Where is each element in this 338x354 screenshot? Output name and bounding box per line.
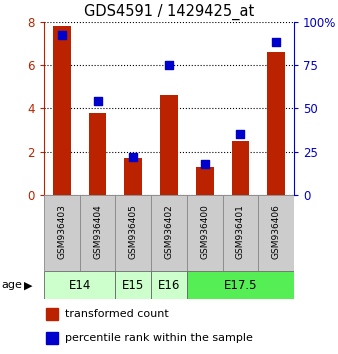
Text: percentile rank within the sample: percentile rank within the sample <box>65 333 253 343</box>
Bar <box>124 158 142 195</box>
Bar <box>151 271 187 299</box>
Point <box>95 98 100 104</box>
Bar <box>115 271 151 299</box>
Bar <box>46 308 58 320</box>
Text: GSM936402: GSM936402 <box>165 204 173 259</box>
Text: GSM936400: GSM936400 <box>200 204 209 259</box>
Text: ▶: ▶ <box>24 280 33 290</box>
Bar <box>232 141 249 195</box>
Point <box>202 161 208 167</box>
Bar <box>151 195 187 271</box>
Text: transformed count: transformed count <box>65 309 169 319</box>
Text: GSM936405: GSM936405 <box>129 204 138 259</box>
Bar <box>44 195 80 271</box>
Point <box>238 131 243 137</box>
Bar <box>46 332 58 344</box>
Bar <box>160 95 178 195</box>
Bar <box>187 271 294 299</box>
Bar <box>80 195 115 271</box>
Bar <box>44 271 115 299</box>
Text: GSM936403: GSM936403 <box>57 204 66 259</box>
Bar <box>223 195 258 271</box>
Bar <box>267 52 285 195</box>
Bar <box>53 26 71 195</box>
Title: GDS4591 / 1429425_at: GDS4591 / 1429425_at <box>84 4 254 20</box>
Point <box>130 154 136 160</box>
Text: age: age <box>2 280 23 290</box>
Bar <box>187 195 223 271</box>
Bar <box>196 167 214 195</box>
Text: GSM936401: GSM936401 <box>236 204 245 259</box>
Text: E17.5: E17.5 <box>224 279 257 292</box>
Bar <box>258 195 294 271</box>
Text: E15: E15 <box>122 279 144 292</box>
Bar <box>89 113 106 195</box>
Text: E16: E16 <box>158 279 180 292</box>
Text: E14: E14 <box>69 279 91 292</box>
Bar <box>115 195 151 271</box>
Point <box>273 40 279 45</box>
Text: GSM936404: GSM936404 <box>93 204 102 259</box>
Point <box>59 33 65 38</box>
Text: GSM936406: GSM936406 <box>272 204 281 259</box>
Point <box>166 62 172 68</box>
